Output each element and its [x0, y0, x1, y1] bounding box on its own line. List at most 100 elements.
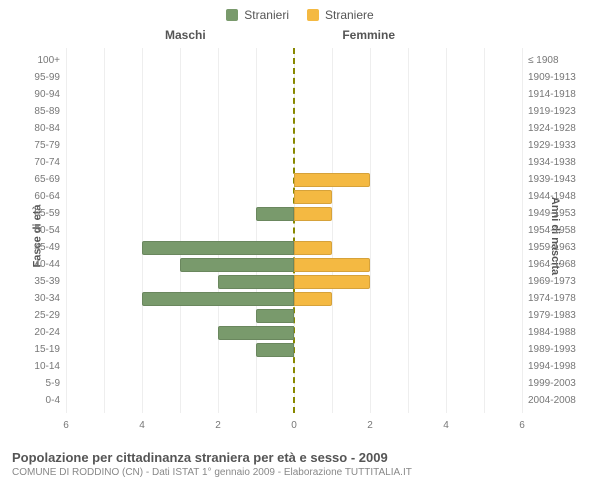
bar-male — [256, 343, 294, 357]
birth-year-label: 2004-2008 — [528, 392, 588, 409]
age-label: 90-94 — [14, 86, 60, 103]
age-label: 25-29 — [14, 307, 60, 324]
bar-female — [294, 292, 332, 306]
pyramid-row: 95-991909-1913 — [66, 69, 522, 86]
x-tick: 4 — [443, 420, 449, 431]
pyramid-row: 100+≤ 1908 — [66, 52, 522, 69]
x-tick: 2 — [215, 420, 221, 431]
bar-male — [218, 326, 294, 340]
pyramid-row: 25-291979-1983 — [66, 307, 522, 324]
bar-female — [294, 241, 332, 255]
age-label: 35-39 — [14, 273, 60, 290]
pyramid-row: 45-491959-1963 — [66, 239, 522, 256]
legend-label-female: Straniere — [325, 8, 374, 22]
bar-female — [294, 275, 370, 289]
bar-male — [218, 275, 294, 289]
pyramid-row: 10-141994-1998 — [66, 358, 522, 375]
x-tick: 6 — [63, 420, 69, 431]
birth-year-label: 1954-1958 — [528, 222, 588, 239]
birth-year-label: 1974-1978 — [528, 290, 588, 307]
pyramid-row: 15-191989-1993 — [66, 341, 522, 358]
pyramid-row: 50-541954-1958 — [66, 222, 522, 239]
birth-year-label: 1964-1968 — [528, 256, 588, 273]
chart-title: Popolazione per cittadinanza straniera p… — [12, 450, 588, 465]
pyramid-chart: Maschi Femmine Fasce di età Anni di nasc… — [0, 26, 600, 446]
pyramid-row: 5-91999-2003 — [66, 375, 522, 392]
legend-label-male: Stranieri — [244, 8, 289, 22]
plot-area: 100+≤ 190895-991909-191390-941914-191885… — [66, 48, 522, 413]
pyramid-row: 40-441964-1968 — [66, 256, 522, 273]
age-label: 30-34 — [14, 290, 60, 307]
legend-item-male: Stranieri — [226, 8, 289, 22]
panel-title-female: Femmine — [342, 28, 395, 42]
age-label: 10-14 — [14, 358, 60, 375]
pyramid-row: 70-741934-1938 — [66, 154, 522, 171]
birth-year-label: ≤ 1908 — [528, 52, 588, 69]
age-label: 15-19 — [14, 341, 60, 358]
x-tick: 4 — [139, 420, 145, 431]
x-tick: 6 — [519, 420, 525, 431]
age-label: 70-74 — [14, 154, 60, 171]
birth-year-label: 1929-1933 — [528, 137, 588, 154]
age-label: 50-54 — [14, 222, 60, 239]
birth-year-label: 1939-1943 — [528, 171, 588, 188]
birth-year-label: 1934-1938 — [528, 154, 588, 171]
birth-year-label: 1924-1928 — [528, 120, 588, 137]
pyramid-row: 20-241984-1988 — [66, 324, 522, 341]
legend: Stranieri Straniere — [0, 0, 600, 26]
age-label: 45-49 — [14, 239, 60, 256]
bar-female — [294, 173, 370, 187]
birth-year-label: 1944-1948 — [528, 188, 588, 205]
birth-year-label: 1914-1918 — [528, 86, 588, 103]
age-label: 55-59 — [14, 205, 60, 222]
birth-year-label: 1949-1953 — [528, 205, 588, 222]
age-label: 100+ — [14, 52, 60, 69]
pyramid-row: 0-42004-2008 — [66, 392, 522, 409]
pyramid-row: 35-391969-1973 — [66, 273, 522, 290]
pyramid-row: 60-641944-1948 — [66, 188, 522, 205]
birth-year-label: 1999-2003 — [528, 375, 588, 392]
age-label: 75-79 — [14, 137, 60, 154]
pyramid-row: 55-591949-1953 — [66, 205, 522, 222]
bar-male — [256, 309, 294, 323]
swatch-female — [307, 9, 319, 21]
age-label: 85-89 — [14, 103, 60, 120]
birth-year-label: 1919-1923 — [528, 103, 588, 120]
pyramid-row: 65-691939-1943 — [66, 171, 522, 188]
birth-year-label: 1909-1913 — [528, 69, 588, 86]
legend-item-female: Straniere — [307, 8, 374, 22]
birth-year-label: 1979-1983 — [528, 307, 588, 324]
age-label: 5-9 — [14, 375, 60, 392]
age-label: 65-69 — [14, 171, 60, 188]
chart-subtitle: COMUNE DI RODDINO (CN) - Dati ISTAT 1° g… — [12, 467, 588, 478]
pyramid-row: 30-341974-1978 — [66, 290, 522, 307]
pyramid-row: 80-841924-1928 — [66, 120, 522, 137]
age-label: 40-44 — [14, 256, 60, 273]
birth-year-label: 1984-1988 — [528, 324, 588, 341]
age-label: 0-4 — [14, 392, 60, 409]
birth-year-label: 1959-1963 — [528, 239, 588, 256]
bar-male — [180, 258, 294, 272]
gridline — [522, 48, 523, 413]
swatch-male — [226, 9, 238, 21]
panel-title-male: Maschi — [165, 28, 206, 42]
bar-female — [294, 258, 370, 272]
bar-male — [256, 207, 294, 221]
birth-year-label: 1969-1973 — [528, 273, 588, 290]
x-tick: 0 — [291, 420, 297, 431]
pyramid-row: 90-941914-1918 — [66, 86, 522, 103]
birth-year-label: 1989-1993 — [528, 341, 588, 358]
pyramid-row: 75-791929-1933 — [66, 137, 522, 154]
age-label: 20-24 — [14, 324, 60, 341]
age-label: 80-84 — [14, 120, 60, 137]
bar-female — [294, 207, 332, 221]
bar-female — [294, 190, 332, 204]
x-axis: 6 4 2 0 2 4 6 — [66, 420, 522, 434]
pyramid-row: 85-891919-1923 — [66, 103, 522, 120]
x-tick: 2 — [367, 420, 373, 431]
birth-year-label: 1994-1998 — [528, 358, 588, 375]
bar-male — [142, 241, 294, 255]
footer: Popolazione per cittadinanza straniera p… — [0, 446, 600, 478]
bar-male — [142, 292, 294, 306]
age-label: 95-99 — [14, 69, 60, 86]
